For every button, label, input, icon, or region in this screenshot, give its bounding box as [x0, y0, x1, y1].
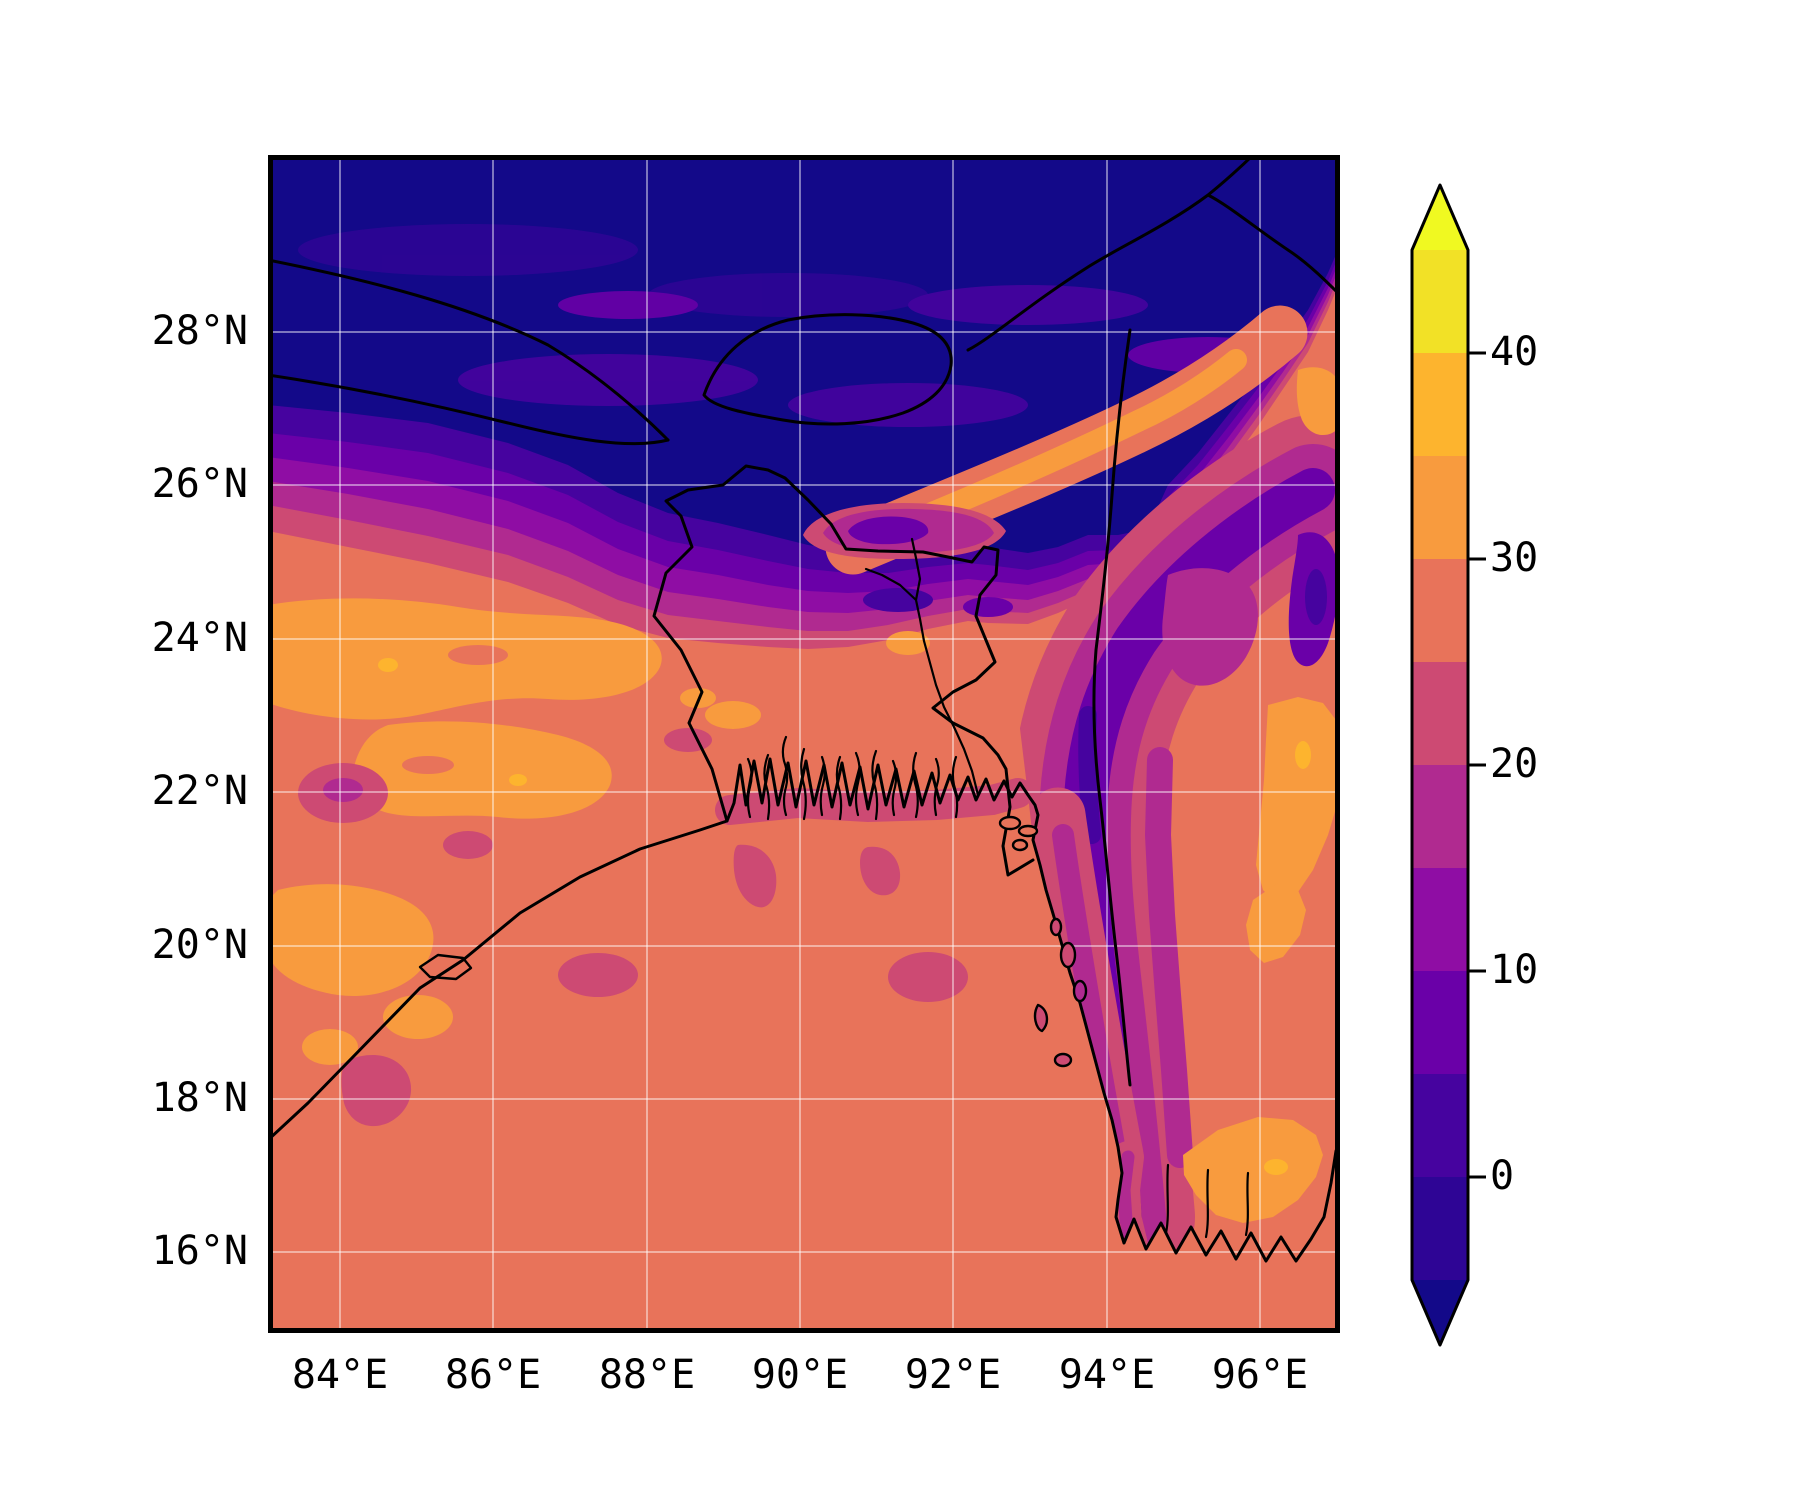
- border-nepal-north: [268, 258, 670, 442]
- fringe-violet-pocket-1: [863, 588, 933, 612]
- estuary-island-1: [998, 815, 1022, 831]
- cheduba-island: [1053, 1052, 1073, 1068]
- rakhine-island-1: [1059, 941, 1077, 969]
- estuary-island-2: [1017, 824, 1039, 838]
- border-arunachal-china: [966, 155, 1340, 352]
- ridge-cold-core-1: [1078, 706, 1101, 844]
- rakhine-island-2: [1072, 979, 1088, 1003]
- y-tick-28N: 28°N: [151, 308, 248, 354]
- y-tick-20N: 20°N: [151, 922, 248, 968]
- coastal-cool-band: [341, 778, 1033, 1127]
- graticule: [268, 155, 1340, 1333]
- amber-speck-1: [1264, 1159, 1288, 1175]
- colorbar-over-arrow: [1412, 185, 1468, 250]
- x-tick-90E: 90°E: [751, 1352, 849, 1398]
- y-tick-16N: 16°N: [151, 1228, 248, 1274]
- delta-foot-gold: [1183, 1117, 1323, 1223]
- colorbar: [1410, 183, 1486, 1347]
- cbar-tick-30: 30: [1490, 535, 1539, 581]
- cbar-tick-10: 10: [1490, 947, 1539, 993]
- amber-speck-2: [1295, 741, 1311, 769]
- meghalaya-core: [848, 516, 929, 545]
- west-warm-patches: [268, 598, 930, 1065]
- x-tick-86E: 86°E: [444, 1352, 542, 1398]
- y-tick-18N: 18°N: [151, 1075, 248, 1121]
- rakhine-island-3: [1049, 917, 1063, 937]
- x-tick-94E: 94°E: [1058, 1352, 1156, 1398]
- colorbar-outline: [1410, 183, 1470, 1347]
- colorbar-ticks: [1468, 351, 1486, 1179]
- plains-rose-mottling: [298, 728, 968, 1002]
- x-tick-84E: 84°E: [291, 1352, 389, 1398]
- y-tick-26N: 26°N: [151, 461, 248, 507]
- border-bhutan: [702, 313, 953, 426]
- y-tick-22N: 22°N: [151, 768, 248, 814]
- irrawaddy-gold-column: [1256, 697, 1340, 903]
- estuary-island-3: [1011, 838, 1029, 852]
- colorbar-under-arrow: [1412, 1280, 1468, 1345]
- irrawaddy-west-pink-band: [1144, 747, 1193, 1168]
- coastline: [268, 757, 1340, 1263]
- map-plot: [268, 155, 1340, 1333]
- border-nepal-south: [268, 373, 670, 446]
- colorbar-segments: [1412, 250, 1468, 1280]
- axes-frame: [268, 155, 1340, 1333]
- x-tick-88E: 88°E: [598, 1352, 696, 1398]
- ridge-ne-magenta-blob: [1162, 568, 1258, 686]
- y-tick-24N: 24°N: [151, 615, 248, 661]
- x-tick-96E: 96°E: [1211, 1352, 1309, 1398]
- fringe-violet-pocket-2: [963, 597, 1013, 617]
- rakhine-island-4: [1033, 1003, 1049, 1033]
- border-india-myanmar: [1092, 328, 1132, 1087]
- chilika-lake: [418, 953, 473, 981]
- border-bangladesh: [652, 464, 1035, 877]
- irrawaddy-gold-mid: [1246, 883, 1306, 963]
- x-tick-92E: 92°E: [904, 1352, 1002, 1398]
- delta-rivers: [746, 537, 1250, 1239]
- cbar-tick-0: 0: [1490, 1153, 1515, 1199]
- irrawaddy-gold-north: [1296, 367, 1340, 436]
- plateau-cool-blobs: [298, 224, 1288, 427]
- cbar-tick-20: 20: [1490, 741, 1539, 787]
- cbar-tick-40: 40: [1490, 329, 1539, 375]
- right-edge-violet-dab: [1305, 569, 1327, 625]
